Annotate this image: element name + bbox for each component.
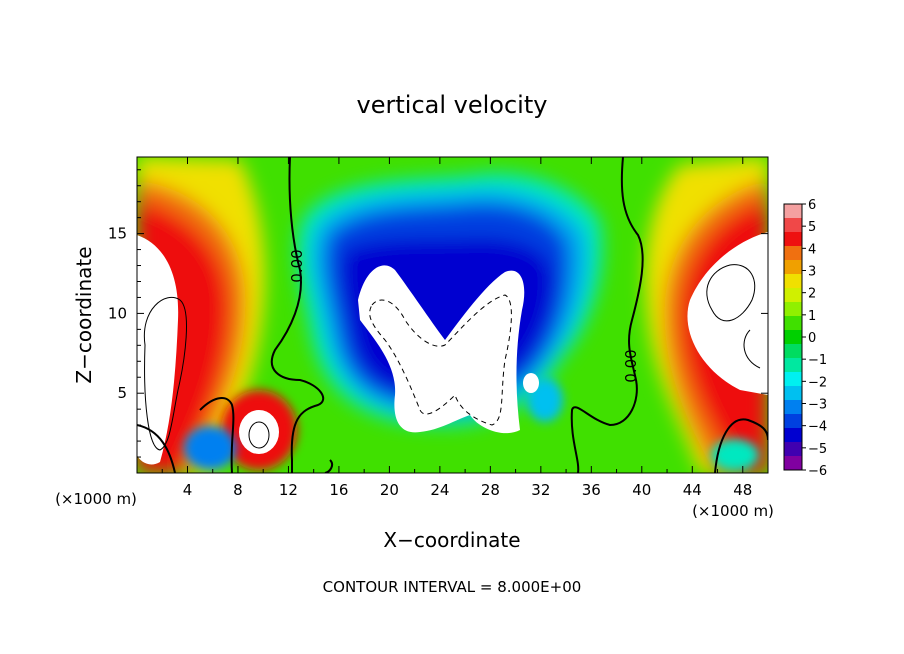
contour-line: [369, 294, 512, 426]
colorbar-swatch: [784, 204, 802, 219]
y-tick-label: 15: [108, 225, 127, 243]
x-unit-label: (×1000 m): [692, 502, 774, 520]
field-layer: [184, 426, 236, 470]
x-tick-label: 36: [582, 481, 601, 499]
contour-line: [270, 157, 325, 473]
colorbar-tick-label: 5: [808, 220, 816, 235]
heatmap-field: 0.00 0.00: [137, 157, 768, 473]
contour-interval-note: CONTOUR INTERVAL = 8.000E+00: [323, 578, 582, 596]
colorbar-tick-label: −5: [808, 442, 827, 457]
x-tick-label: 44: [683, 481, 702, 499]
contour-line: [137, 424, 176, 473]
contour-line: [570, 157, 644, 473]
colorbar-swatch: [784, 288, 802, 303]
colorbar-swatch: [784, 246, 802, 261]
x-tick-label: 8: [233, 481, 243, 499]
x-axis: 4 8 12 16 20 24 28 32 36 40 44 48: [161, 157, 752, 499]
x-tick-label: 40: [632, 481, 651, 499]
x-tick-label: 12: [279, 481, 298, 499]
colorbar-tick-label: −4: [808, 420, 827, 435]
x-tick-label: 48: [733, 481, 752, 499]
plot-frame: [136, 156, 769, 474]
colorbar-swatch: [784, 344, 802, 359]
zero-contours: [137, 157, 768, 473]
contour-line: [706, 264, 756, 322]
colorbar-tick-label: 0: [808, 331, 816, 346]
negative-contours: [369, 294, 512, 426]
colorbar-swatch: [784, 358, 802, 373]
colorbar-swatch: [784, 414, 802, 429]
x-axis-title: X−coordinate: [383, 528, 520, 552]
y-axis: 5 10 15: [108, 169, 768, 458]
colorbar-tick-label: 3: [808, 265, 816, 280]
contour-label: 0.00: [288, 249, 306, 282]
x-tick-label: 24: [430, 481, 449, 499]
colorbar-tick-label: −3: [808, 398, 827, 413]
contour-line: [199, 397, 235, 473]
colorbar-tick-label: −2: [808, 375, 827, 390]
colorbar-tick-label: 1: [808, 309, 816, 324]
x-tick-label: 28: [481, 481, 500, 499]
positive-contours: [143, 264, 761, 451]
offscale-region: [523, 373, 539, 393]
x-tick-label: 4: [183, 481, 193, 499]
colorbar-tick-label: −6: [808, 464, 827, 479]
colorbar-swatch: [784, 260, 802, 275]
colorbar-swatch: [784, 372, 802, 387]
colorbar-swatch: [784, 302, 802, 317]
x-tick-label: 32: [531, 481, 550, 499]
colorbar-tick-label: −1: [808, 353, 827, 368]
colorbar-swatch: [784, 428, 802, 443]
field-layer: [711, 439, 759, 471]
colorbar-swatch: [784, 274, 802, 289]
colorbar-tick-label: 2: [808, 287, 816, 302]
colorbar-swatch: [784, 456, 802, 471]
y-tick-label: 5: [117, 384, 127, 402]
colorbar-tick-label: 4: [808, 242, 816, 257]
x-tick-label: 20: [380, 481, 399, 499]
y-unit-label: (×1000 m): [55, 490, 137, 508]
contour-line: [743, 329, 761, 369]
y-tick-label: 10: [108, 304, 127, 322]
colorbar-swatch: [784, 218, 802, 233]
chart-title: vertical velocity: [357, 91, 548, 119]
x-tick-label: 16: [329, 481, 348, 499]
contour-line: [248, 421, 270, 449]
colorbar-swatch: [784, 232, 802, 247]
colorbar-swatch: [784, 330, 802, 345]
colorbar-tick-label: 6: [808, 198, 816, 213]
colorbar-swatch: [784, 442, 802, 457]
offscale-region: [687, 232, 768, 395]
offscale-region: [239, 410, 279, 454]
y-axis-title: Z−coordinate: [72, 246, 96, 383]
offscale-region: [137, 235, 179, 465]
colorbar-swatch: [784, 400, 802, 415]
colorbar-swatch: [784, 316, 802, 331]
colorbar: 6 5 4 3 2 1 0 −1 −2 −3 −4 −5 −6: [783, 198, 827, 479]
colorbar-swatch: [784, 386, 802, 401]
contour-line: [143, 296, 187, 451]
contour-label: 0.00: [622, 349, 640, 382]
contour-line: [714, 418, 768, 473]
